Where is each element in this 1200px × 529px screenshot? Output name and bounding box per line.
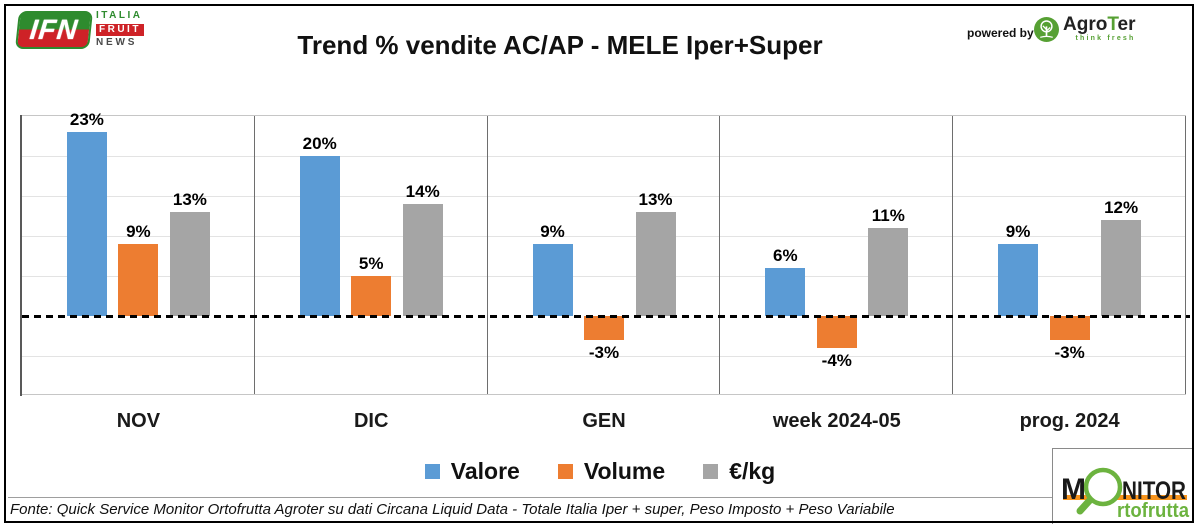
category-label-gen: GEN <box>582 410 626 432</box>
agroter-name: AgroTer <box>1063 15 1136 35</box>
gridline <box>22 196 1186 197</box>
bar-volume-gen <box>584 316 624 340</box>
bar-kg-gen <box>635 212 676 316</box>
bar-volume-week-2024-05 <box>816 316 857 348</box>
chart-title: Trend % vendite AC/AP - MELE Iper+Super <box>297 30 823 60</box>
bar-kg-dic <box>402 204 443 316</box>
svg-text:rtofrutta: rtofrutta <box>1117 500 1190 522</box>
ifn-word-news: NEWS <box>96 37 138 48</box>
category-label-dic: DIC <box>353 410 389 432</box>
magnifier-icon: M NITOR rtofrutta <box>1061 467 1190 522</box>
gridline <box>22 276 1186 277</box>
legend-swatch-volume <box>557 464 573 479</box>
agroter-tagline: think fresh <box>1075 35 1136 42</box>
value-label: 5% <box>358 254 384 273</box>
ifn-word-fruit: FRUIT <box>96 24 144 36</box>
monitor-ortofrutta-logo: M NITOR rtofrutta <box>1052 448 1194 524</box>
value-label: -4% <box>821 351 852 370</box>
source-note: Fonte: Quick Service Monitor Ortofrutta … <box>10 501 895 518</box>
agroter-name-t: T <box>1107 14 1118 35</box>
plot-area: 23% 9% 13% 20% 5% 14% 9% -3% 13% 6% -4% 11% 9% -3% 12% <box>22 110 1190 395</box>
ifn-badge: IFN <box>15 10 93 49</box>
bar-volume-prog-2024 <box>1049 316 1090 340</box>
ifn-wordmark: ITALIA FRUIT NEWS <box>96 10 144 49</box>
bar-valore-nov <box>66 132 107 316</box>
footer-divider <box>8 497 1052 498</box>
value-label: 13% <box>172 190 207 209</box>
bar-kg-prog-2024 <box>1101 220 1142 316</box>
ifn-abbr: IFN <box>28 13 80 45</box>
y-axis-line <box>20 115 22 396</box>
legend-item-valore: Valore <box>424 458 520 485</box>
legend-label-volume: Volume <box>583 458 666 484</box>
agroter-name-er: er <box>1117 14 1136 35</box>
svg-text:NITOR: NITOR <box>1122 477 1186 505</box>
bar-valore-gen <box>532 244 573 316</box>
category-axis: NOV DIC GEN week 2024-05 prog. 2024 <box>22 410 1186 442</box>
bar-kg-week-2024-05 <box>868 228 909 316</box>
bar-valore-dic <box>299 156 340 316</box>
panel-divider <box>952 116 953 394</box>
legend-label-kg: €/kg <box>729 458 776 484</box>
value-label: 9% <box>1005 222 1031 241</box>
category-label-prog-2024: prog. 2024 <box>1019 410 1120 432</box>
gridline <box>22 156 1186 157</box>
legend: Valore Volume €/kg <box>0 458 1200 485</box>
value-label: -3% <box>1054 343 1085 362</box>
panel-divider <box>1185 116 1186 394</box>
ifn-logo: IFN ITALIA FRUIT NEWS <box>15 10 144 49</box>
panel-divider <box>719 116 720 394</box>
legend-item-volume: Volume <box>557 458 666 485</box>
value-label: 11% <box>871 206 905 225</box>
powered-by-label: powered by <box>967 26 1034 40</box>
gridline <box>22 356 1186 357</box>
value-label: 9% <box>126 222 151 241</box>
tree-icon <box>1034 17 1059 42</box>
zero-baseline <box>22 314 1190 318</box>
category-label-week-2024-05: week 2024-05 <box>772 410 901 432</box>
value-label: 12% <box>1104 198 1139 217</box>
legend-swatch-kg <box>703 464 719 479</box>
agroter-logo: AgroTer think fresh <box>1034 15 1136 42</box>
ifn-word-italia: ITALIA <box>96 10 143 21</box>
gridline <box>22 236 1186 237</box>
bar-volume-dic <box>351 276 392 316</box>
panel-divider <box>254 116 255 394</box>
value-label: 9% <box>540 222 565 241</box>
legend-label-valore: Valore <box>450 458 520 484</box>
value-label: 20% <box>302 134 337 153</box>
bar-kg-nov <box>169 212 210 316</box>
legend-item-kg: €/kg <box>703 458 775 485</box>
agroter-name-agro: Agro <box>1063 14 1108 35</box>
value-label: -3% <box>588 343 620 362</box>
bar-volume-nov <box>118 244 159 316</box>
value-label: 13% <box>638 190 673 209</box>
bar-valore-prog-2024 <box>998 244 1039 316</box>
bar-valore-week-2024-05 <box>765 268 806 316</box>
panel-divider <box>487 116 488 394</box>
value-label: 23% <box>69 110 104 129</box>
value-label: 6% <box>773 246 798 265</box>
svg-text:M: M <box>1061 473 1086 506</box>
value-label: 14% <box>405 182 440 201</box>
category-label-nov: NOV <box>116 410 161 432</box>
legend-swatch-valore <box>424 464 440 479</box>
